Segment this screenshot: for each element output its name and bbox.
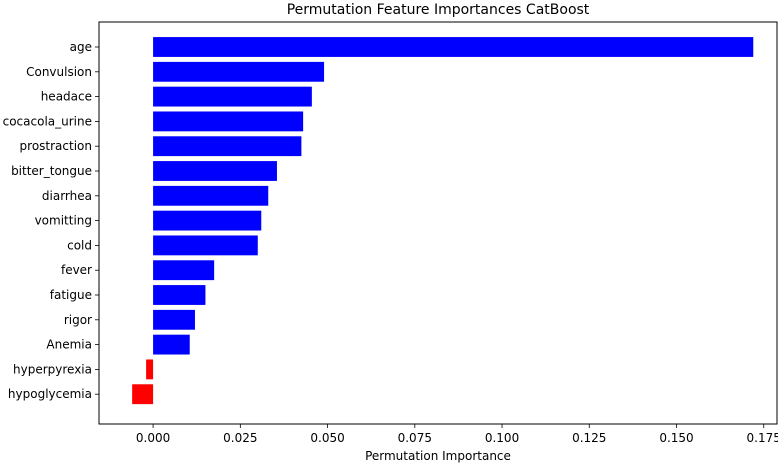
x-tick-label: 0.000	[136, 431, 170, 445]
x-axis-ticks: 0.000 0.025 0.050 0.075 0.100 0.125 0.150 0.175	[136, 424, 778, 445]
bar-cold	[153, 235, 258, 256]
bar-fever	[153, 260, 215, 281]
x-tick-label: 0.150	[659, 431, 693, 445]
x-tick-label: 0.175	[747, 431, 778, 445]
y-axis-ticks: age Convulsion headace cocacola_urineprostr…	[3, 40, 99, 401]
y-tick-label: prostraction	[20, 139, 92, 153]
y-tick-label: rigor	[64, 313, 92, 327]
bar-vomitting	[153, 210, 262, 231]
y-tick-label: fever	[61, 263, 92, 277]
y-tick-label: hyperpyrexia	[13, 362, 92, 376]
bar-anemia	[153, 334, 190, 355]
bar-diarrhea	[153, 185, 269, 206]
bar-prostraction	[153, 136, 302, 157]
x-tick-label: 0.050	[310, 431, 344, 445]
bar-hyperpyrexia	[146, 359, 154, 380]
y-tick-label: diarrhea	[42, 189, 92, 203]
x-tick-label: 0.100	[485, 431, 519, 445]
y-tick-label: cold	[67, 238, 92, 252]
x-tick-label: 0.125	[572, 431, 606, 445]
x-tick-label: 0.025	[223, 431, 257, 445]
y-tick-label: Anemia	[46, 338, 92, 352]
y-tick-label: age	[70, 40, 92, 54]
bar-headace	[153, 86, 312, 107]
bar-convulsion	[153, 61, 325, 82]
plot-frame	[98, 21, 778, 425]
y-tick-label: bitter_tongue	[11, 164, 92, 178]
bar-hypoglycemia	[132, 384, 154, 405]
bar-bitter-tongue	[153, 161, 277, 181]
bar-fatigue	[153, 285, 206, 305]
y-tick-label: vomitting	[35, 214, 92, 228]
y-tick-label: Convulsion	[26, 65, 92, 79]
chart-title: Permutation Feature Importances CatBoost	[287, 2, 590, 18]
y-tick-label: cocacola_urine	[3, 114, 92, 128]
bars-group	[132, 37, 754, 405]
bar-cocacola-urine	[153, 111, 304, 132]
y-tick-label: hypoglycemia	[8, 387, 92, 401]
bar-rigor	[153, 309, 195, 330]
x-axis-label: Permutation Importance	[365, 449, 511, 463]
y-tick-label: fatigue	[50, 288, 92, 302]
x-tick-label: 0.075	[398, 431, 432, 445]
y-tick-label: headace	[41, 90, 92, 104]
bar-age	[153, 37, 754, 57]
